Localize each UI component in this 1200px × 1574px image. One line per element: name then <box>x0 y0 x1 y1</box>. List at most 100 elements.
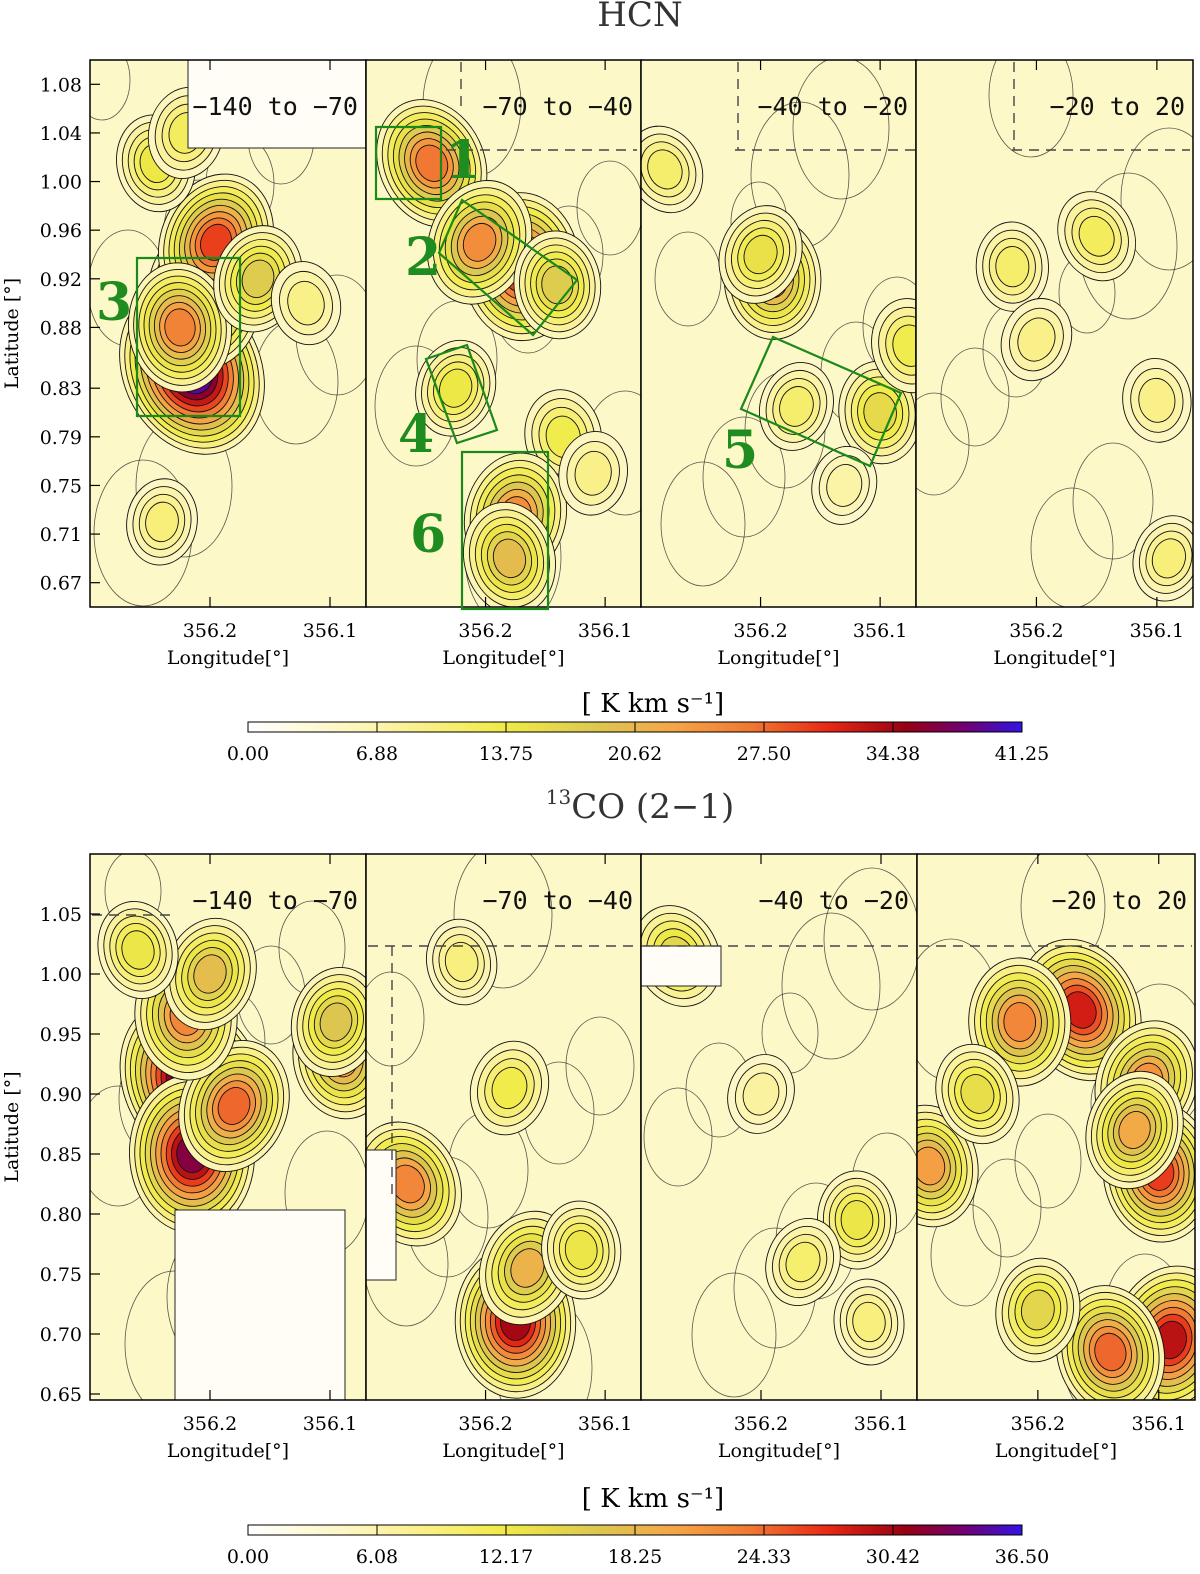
x-tick-label: 356.2 <box>458 620 512 642</box>
contour-level <box>840 1200 874 1240</box>
x-axis-label: Longitude[°] <box>167 647 289 669</box>
emission-peak <box>541 1200 622 1300</box>
x-tick-label: 356.1 <box>578 1413 632 1435</box>
emission-peak <box>290 966 366 1078</box>
contour-level <box>241 259 275 298</box>
y-tick-label: 1.00 <box>40 964 82 986</box>
emission-peak <box>995 1257 1081 1363</box>
contour-level <box>1138 377 1176 423</box>
background-contour <box>940 347 1010 447</box>
map-panel-4 <box>917 854 1195 1400</box>
region-number: 2 <box>405 227 441 288</box>
co-title-main: CO (2−1) <box>571 787 734 827</box>
colorbar-tick-label: 6.88 <box>356 743 398 765</box>
velocity-range-label: −40 to −20 <box>757 92 908 121</box>
x-tick-label: 356.2 <box>1011 1413 1065 1435</box>
background-contour <box>576 160 641 256</box>
emission-peak <box>917 1104 979 1228</box>
emission-peak <box>641 125 704 214</box>
hcn-title: HCN <box>597 0 682 35</box>
contour-level <box>491 1066 528 1110</box>
emission-peak <box>975 221 1049 312</box>
background-contour <box>781 912 881 1060</box>
region-number: 5 <box>722 420 758 481</box>
y-tick-label: 1.04 <box>40 123 82 145</box>
emission-peak <box>811 445 878 525</box>
contour-level <box>121 930 155 970</box>
emission-peak <box>415 339 497 437</box>
emission-peak <box>426 180 533 305</box>
colorbar-tick-label: 13.75 <box>479 743 533 765</box>
colorbar-label: [ K km s⁻¹] <box>582 1484 724 1514</box>
colorbar-tick-label: 34.38 <box>866 743 920 765</box>
emission-peak <box>718 205 803 304</box>
background-contour <box>1014 1113 1082 1209</box>
contour-level <box>852 1301 886 1343</box>
region-number: 1 <box>445 130 481 191</box>
contour-level <box>995 246 1030 288</box>
contour-level <box>145 501 179 543</box>
colorbar-tick-label: 36.50 <box>995 1546 1049 1568</box>
map-panel-2 <box>366 854 641 1400</box>
region-4: 4 <box>398 343 499 465</box>
co13-chart: −140 to −70 356.2 356.1 Longitude[°] −70 to … <box>1 853 1196 1568</box>
x-tick-label: 356.1 <box>578 620 632 642</box>
x-axis-label: Longitude[°] <box>442 647 564 669</box>
contour-level <box>462 222 497 262</box>
velocity-range-label: −20 to 20 <box>1050 92 1185 121</box>
background-contour <box>660 461 746 587</box>
background-contour <box>823 867 917 1011</box>
x-tick-label: 356.1 <box>853 620 907 642</box>
emission-peak <box>1057 191 1136 282</box>
emission-peak <box>968 957 1072 1087</box>
velocity-range-label: −40 to −20 <box>758 886 909 915</box>
x-axis-label: Longitude[°] <box>167 1440 289 1462</box>
co-title: 13CO (2−1) <box>546 785 734 827</box>
contour-level <box>647 149 683 190</box>
panel-frame <box>916 853 1196 1401</box>
x-axis-label: Longitude[°] <box>993 647 1115 669</box>
region-box <box>135 256 242 418</box>
contour-level <box>415 144 449 182</box>
emission-peak <box>935 1043 1020 1145</box>
emission-peak <box>126 478 198 566</box>
y-tick-label: 1.08 <box>40 74 82 96</box>
region-3: 3 <box>96 256 242 418</box>
region-5: 5 <box>722 335 903 481</box>
contour-level <box>574 450 612 496</box>
y-tick-label: 0.88 <box>40 317 82 339</box>
contour-level <box>1151 538 1186 579</box>
y-axis-label: Latitude [°] <box>1 1071 23 1182</box>
contour-level <box>319 1002 353 1042</box>
background-contour <box>1030 487 1114 607</box>
colorbar-tick-label: 0.00 <box>227 1546 269 1568</box>
y-tick-label: 0.79 <box>40 427 82 449</box>
contour-level <box>510 1248 545 1288</box>
panel-frame <box>915 59 1194 608</box>
x-axis-label: Longitude[°] <box>995 1440 1117 1462</box>
colorbar: [ K km s⁻¹] 0.00 6.08 12.17 18.25 24.33 30.42 3… <box>227 1484 1049 1568</box>
emission-peak <box>97 900 179 1000</box>
background-contour <box>916 392 970 496</box>
background-contour <box>453 854 553 989</box>
emission-peak <box>1132 515 1193 602</box>
background-contour <box>792 60 890 200</box>
y-tick-label: 0.83 <box>40 378 82 400</box>
contour-level <box>743 234 778 275</box>
region-number: 3 <box>96 272 132 333</box>
no-data-mask <box>174 1209 346 1400</box>
y-tick-label: 0.90 <box>40 1084 82 1106</box>
contour-level <box>492 538 527 579</box>
region-number: 6 <box>410 504 446 565</box>
no-data-mask <box>187 60 366 149</box>
x-tick-label: 356.1 <box>1130 620 1184 642</box>
contour-level <box>164 308 196 347</box>
x-tick-label: 356.1 <box>303 1413 357 1435</box>
x-axis-label: Longitude[°] <box>717 647 839 669</box>
emission-peak <box>1055 1285 1166 1400</box>
y-tick-label: 0.65 <box>40 1384 82 1406</box>
y-axis-label: Latitude [°] <box>1 278 23 389</box>
x-tick-label: 356.2 <box>734 1413 788 1435</box>
velocity-range-label: −20 to 20 <box>1052 886 1187 915</box>
map-panel-3 <box>641 854 917 1400</box>
